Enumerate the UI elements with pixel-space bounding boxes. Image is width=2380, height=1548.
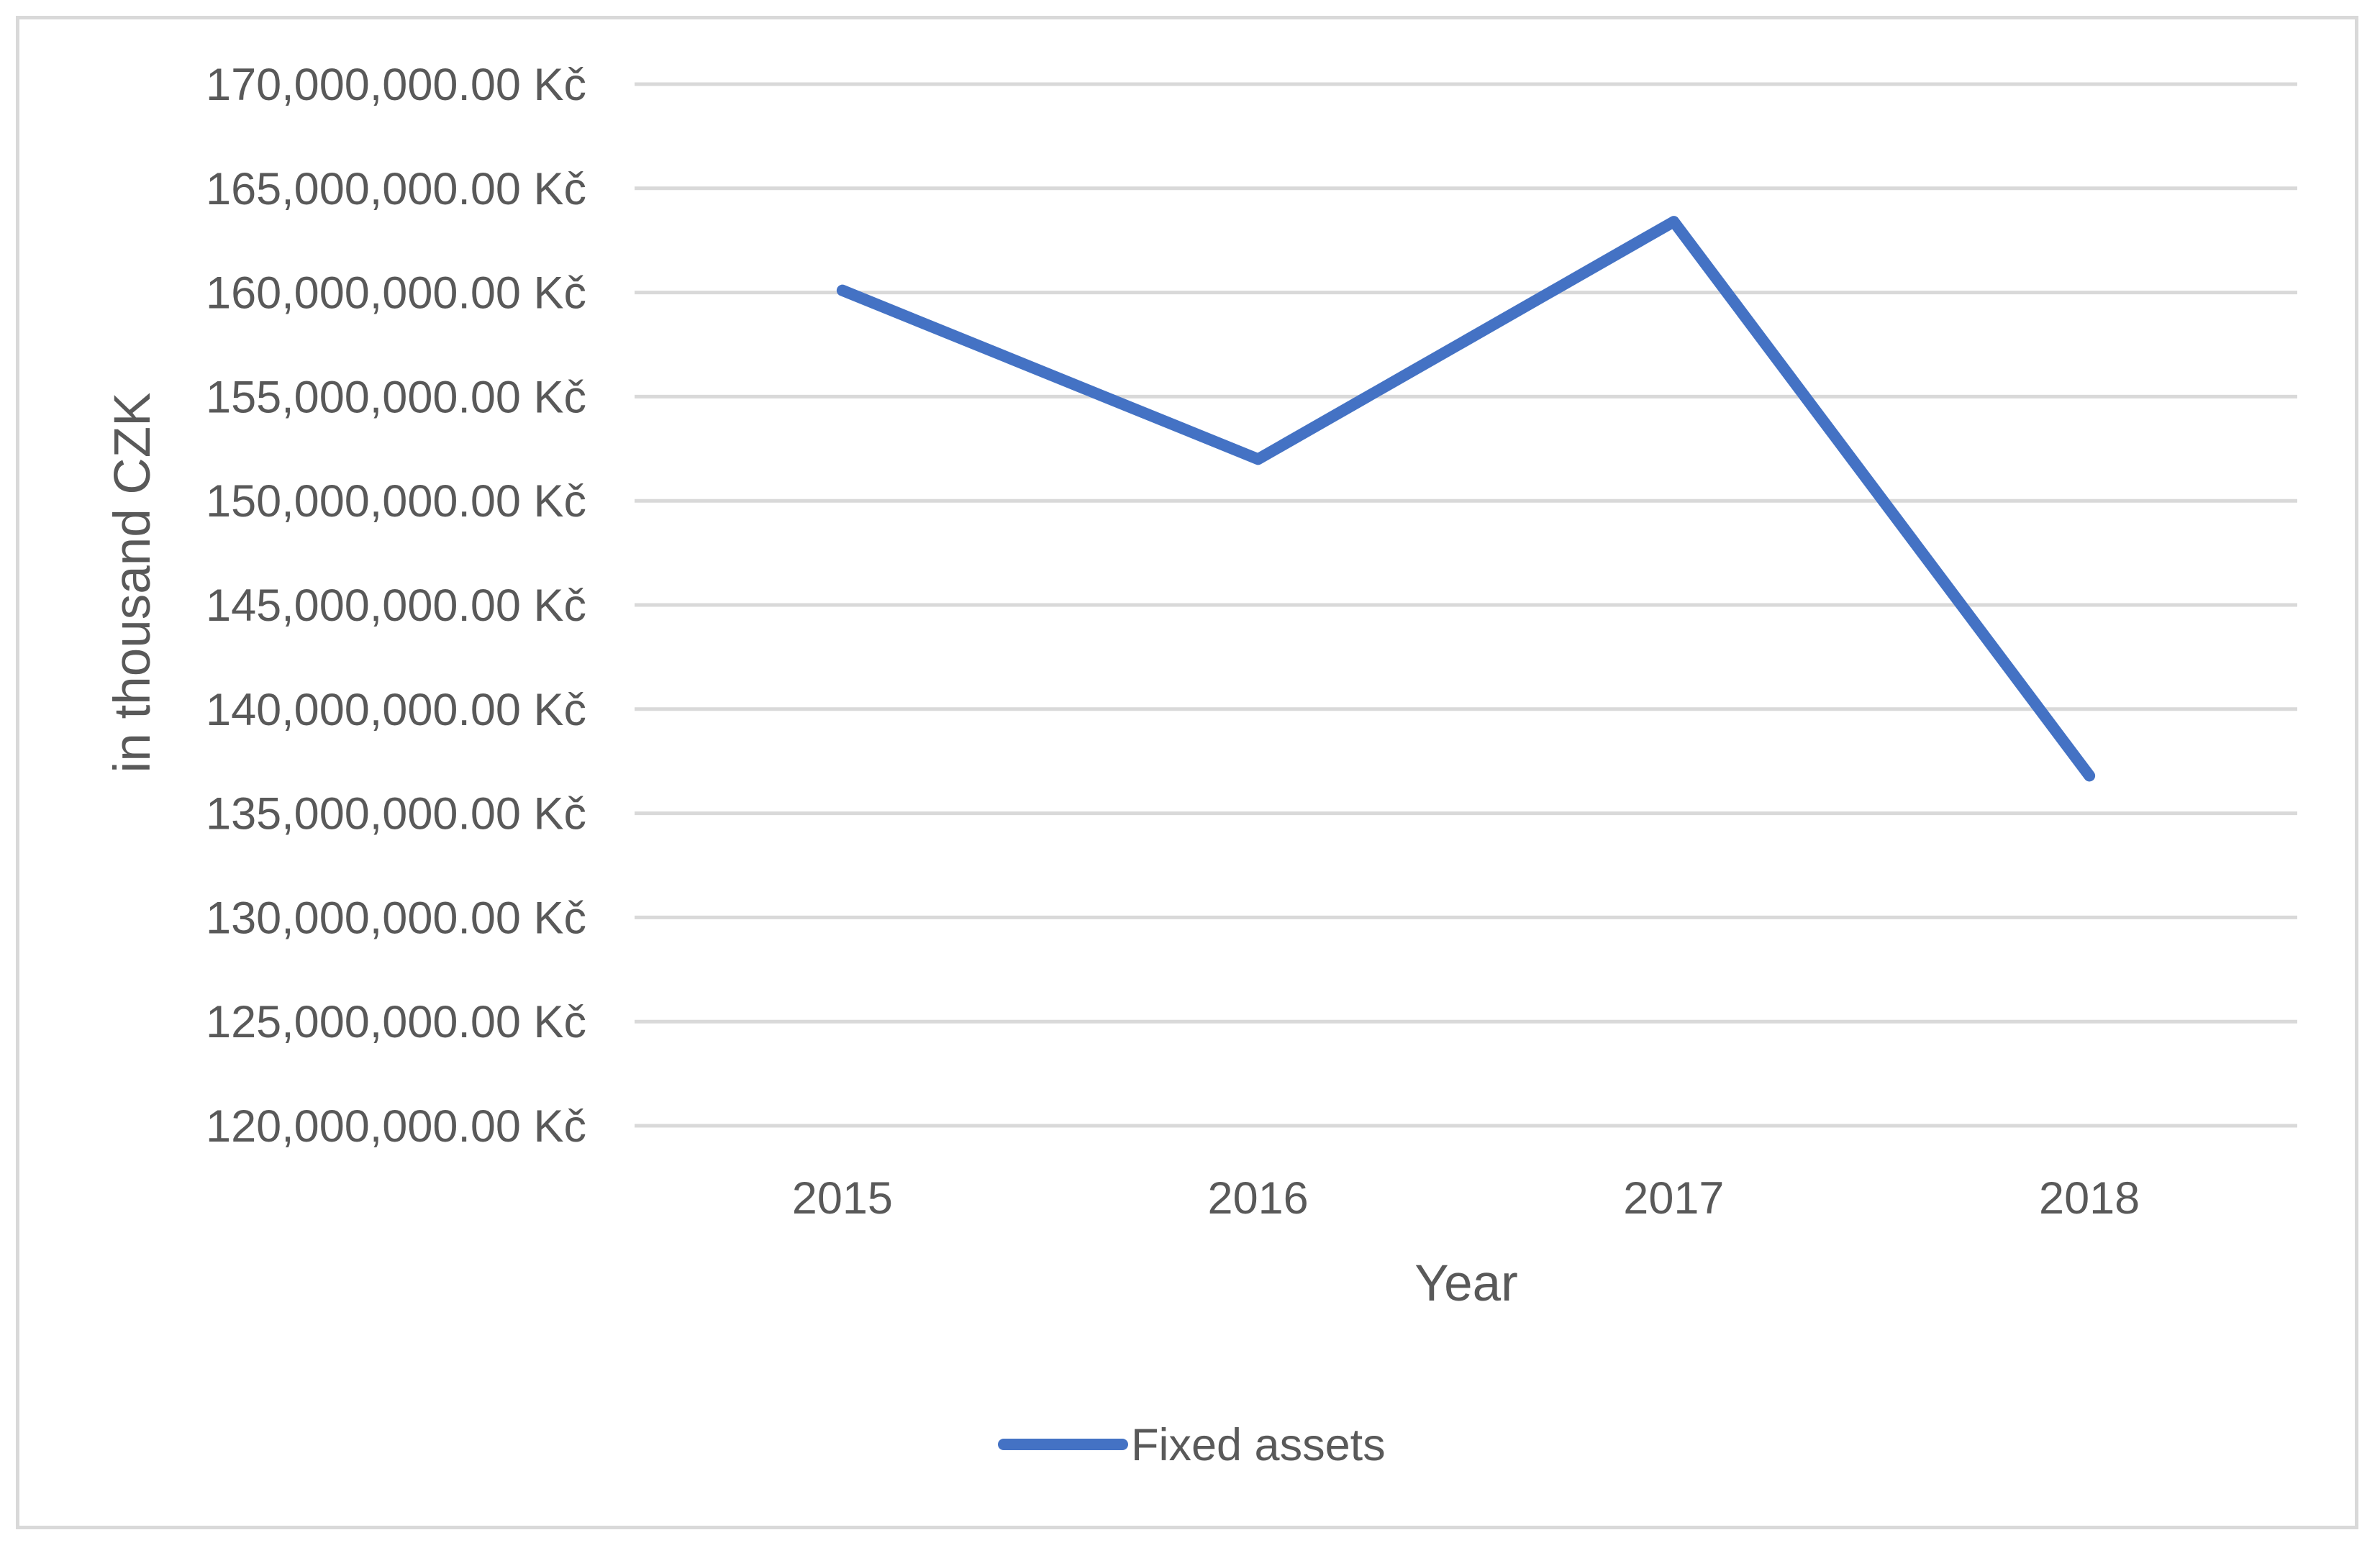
y-tick-label: 170,000,000.00 Kč [206,60,586,110]
x-tick-label: 2015 [792,1173,893,1224]
x-axis-title: Year [1414,1255,1517,1312]
y-axis-tick-labels: 120,000,000.00 Kč 125,000,000.00 Kč 130,00… [206,60,586,1152]
legend: Fixed assets [998,1420,1386,1470]
x-tick-label: 2016 [1208,1173,1309,1224]
y-tick-label: 125,000,000.00 Kč [206,997,586,1047]
y-tick-label: 135,000,000.00 Kč [206,789,586,839]
y-tick-label: 160,000,000.00 Kč [206,268,586,319]
gridlines [635,82,2297,1128]
y-tick-label: 120,000,000.00 Kč [206,1101,586,1152]
series-lines [836,216,2096,782]
y-tick-label: 165,000,000.00 Kč [206,164,586,214]
x-axis-tick-labels: 2015 2016 2017 2018 [792,1173,2140,1224]
legend-label-fixed-assets: Fixed assets [1131,1420,1386,1470]
x-tick-label: 2018 [2039,1173,2140,1224]
y-axis-title: in thousand CZK [104,393,161,773]
y-tick-label: 155,000,000.00 Kč [206,372,586,422]
y-tick-label: 130,000,000.00 Kč [206,893,586,943]
y-tick-label: 145,000,000.00 Kč [206,580,586,631]
y-tick-label: 150,000,000.00 Kč [206,476,586,527]
chart-frame [16,16,2358,1529]
series-line-fixed-assets [836,216,2096,782]
y-tick-label: 140,000,000.00 Kč [206,685,586,735]
x-tick-label: 2017 [1623,1173,1724,1224]
